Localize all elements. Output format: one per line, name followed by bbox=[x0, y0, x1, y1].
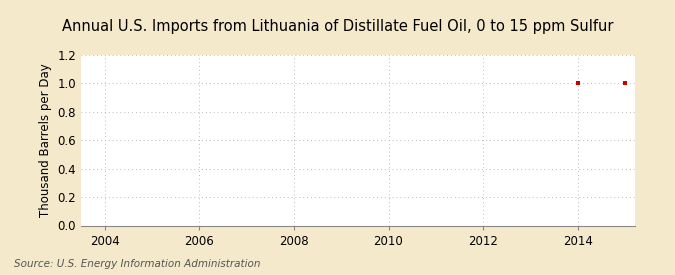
Text: Annual U.S. Imports from Lithuania of Distillate Fuel Oil, 0 to 15 ppm Sulfur: Annual U.S. Imports from Lithuania of Di… bbox=[61, 19, 614, 34]
Text: Source: U.S. Energy Information Administration: Source: U.S. Energy Information Administ… bbox=[14, 259, 260, 269]
Y-axis label: Thousand Barrels per Day: Thousand Barrels per Day bbox=[39, 63, 52, 217]
